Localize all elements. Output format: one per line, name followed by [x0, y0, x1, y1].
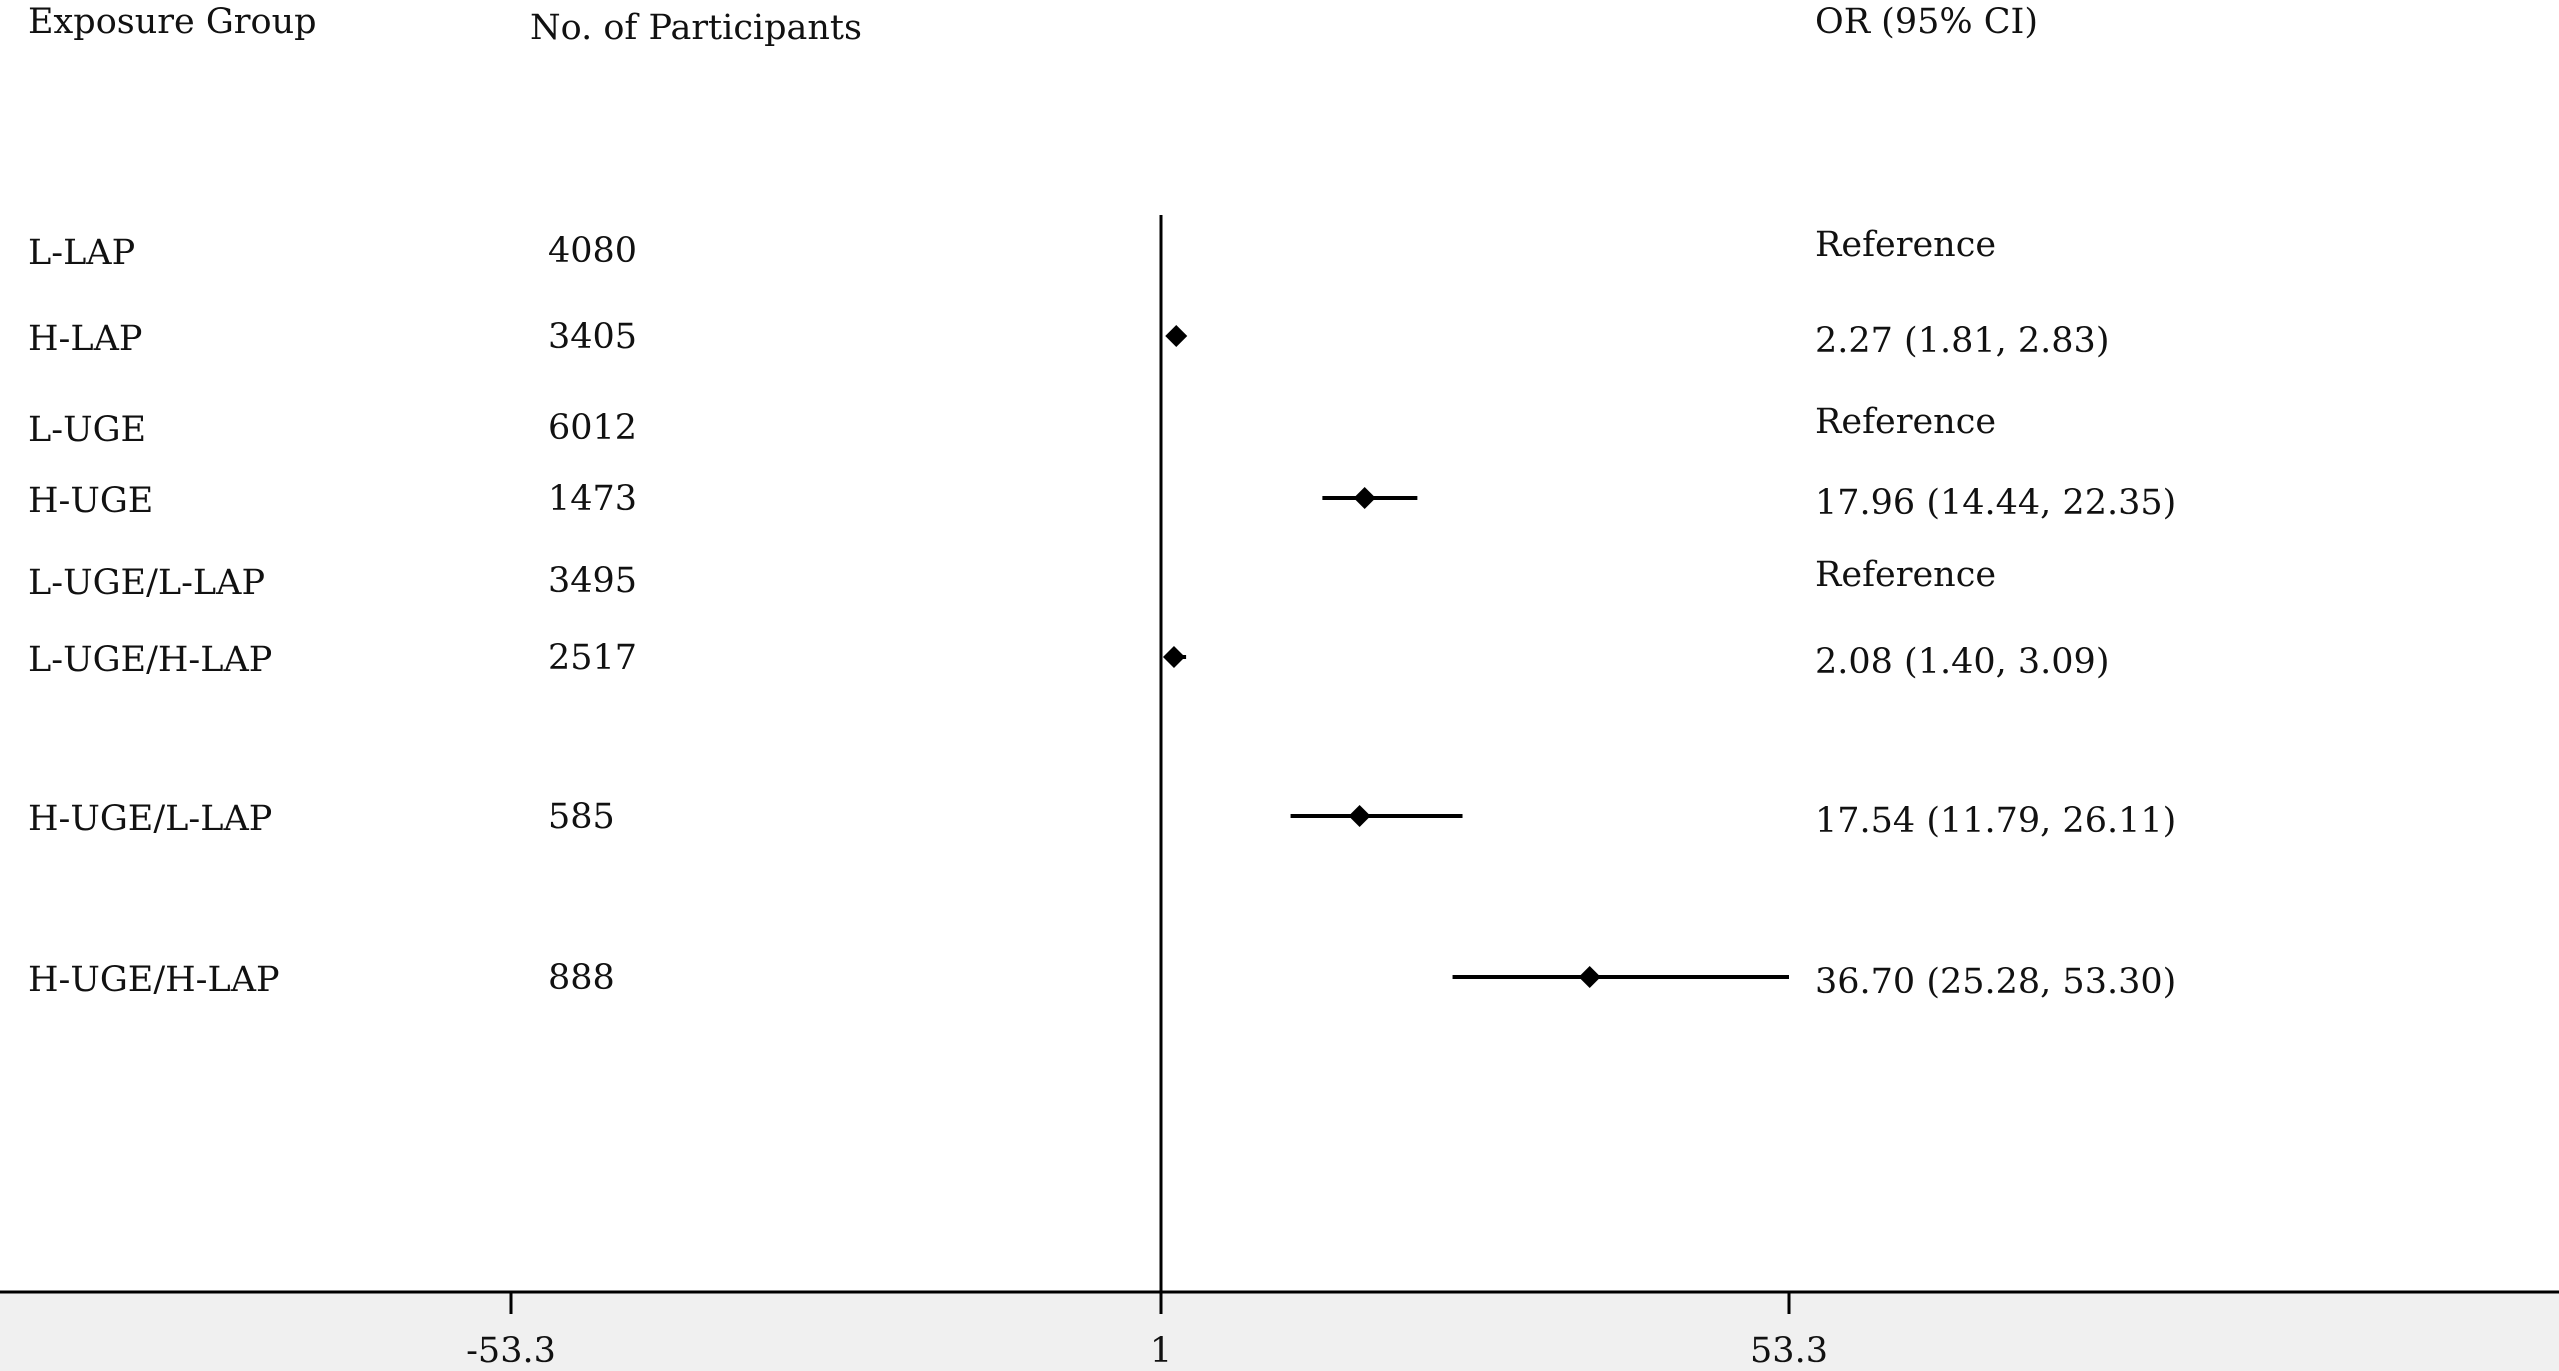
x-tick-label-2: 53.3 — [1750, 1331, 1828, 1371]
x-tick-label-0: -53.3 — [466, 1331, 556, 1371]
row-or-ci-text: 2.27 (1.81, 2.83) — [1815, 321, 2110, 361]
row-group-label: L-UGE/L-LAP — [28, 563, 266, 603]
row-participants: 2517 — [548, 638, 638, 678]
row-participants: 3495 — [548, 561, 638, 601]
row-or-ci-text: 17.96 (14.44, 22.35) — [1815, 483, 2177, 523]
row-group-label: H-UGE/L-LAP — [28, 799, 273, 839]
row-or-ci-text: 36.70 (25.28, 53.30) — [1815, 962, 2177, 1002]
x-tick-label-1: 1 — [1150, 1331, 1172, 1371]
row-group-label: L-UGE — [28, 410, 147, 450]
row-participants: 3405 — [548, 317, 638, 357]
row-reference-label: Reference — [1815, 555, 1997, 595]
row-reference-label: Reference — [1815, 225, 1997, 265]
or-point-H-UGE/L-LAP — [1348, 805, 1371, 827]
or-point-L-UGE/H-LAP — [1162, 646, 1185, 668]
header-exposure-group: Exposure Group — [28, 2, 317, 42]
axis-band — [0, 1292, 2559, 1371]
row-participants: 888 — [548, 958, 615, 998]
row-reference-label: Reference — [1815, 402, 1997, 442]
row-group-label: H-LAP — [28, 319, 143, 359]
row-or-ci-text: 2.08 (1.40, 3.09) — [1815, 642, 2110, 682]
or-point-H-LAP — [1165, 325, 1188, 347]
row-participants: 585 — [548, 797, 615, 837]
row-participants: 4080 — [548, 231, 638, 271]
row-group-label: L-LAP — [28, 233, 136, 273]
row-or-ci-text: 17.54 (11.79, 26.11) — [1815, 801, 2177, 841]
or-point-H-UGE/H-LAP — [1578, 966, 1601, 988]
row-group-label: L-UGE/H-LAP — [28, 640, 273, 680]
or-point-H-UGE — [1353, 487, 1376, 509]
header-participants: No. of Participants — [530, 8, 862, 48]
row-participants: 6012 — [548, 408, 638, 448]
header-or-ci: OR (95% CI) — [1815, 2, 2039, 42]
row-participants: 1473 — [548, 479, 638, 519]
row-group-label: H-UGE/H-LAP — [28, 960, 280, 1000]
row-group-label: H-UGE — [28, 481, 154, 521]
